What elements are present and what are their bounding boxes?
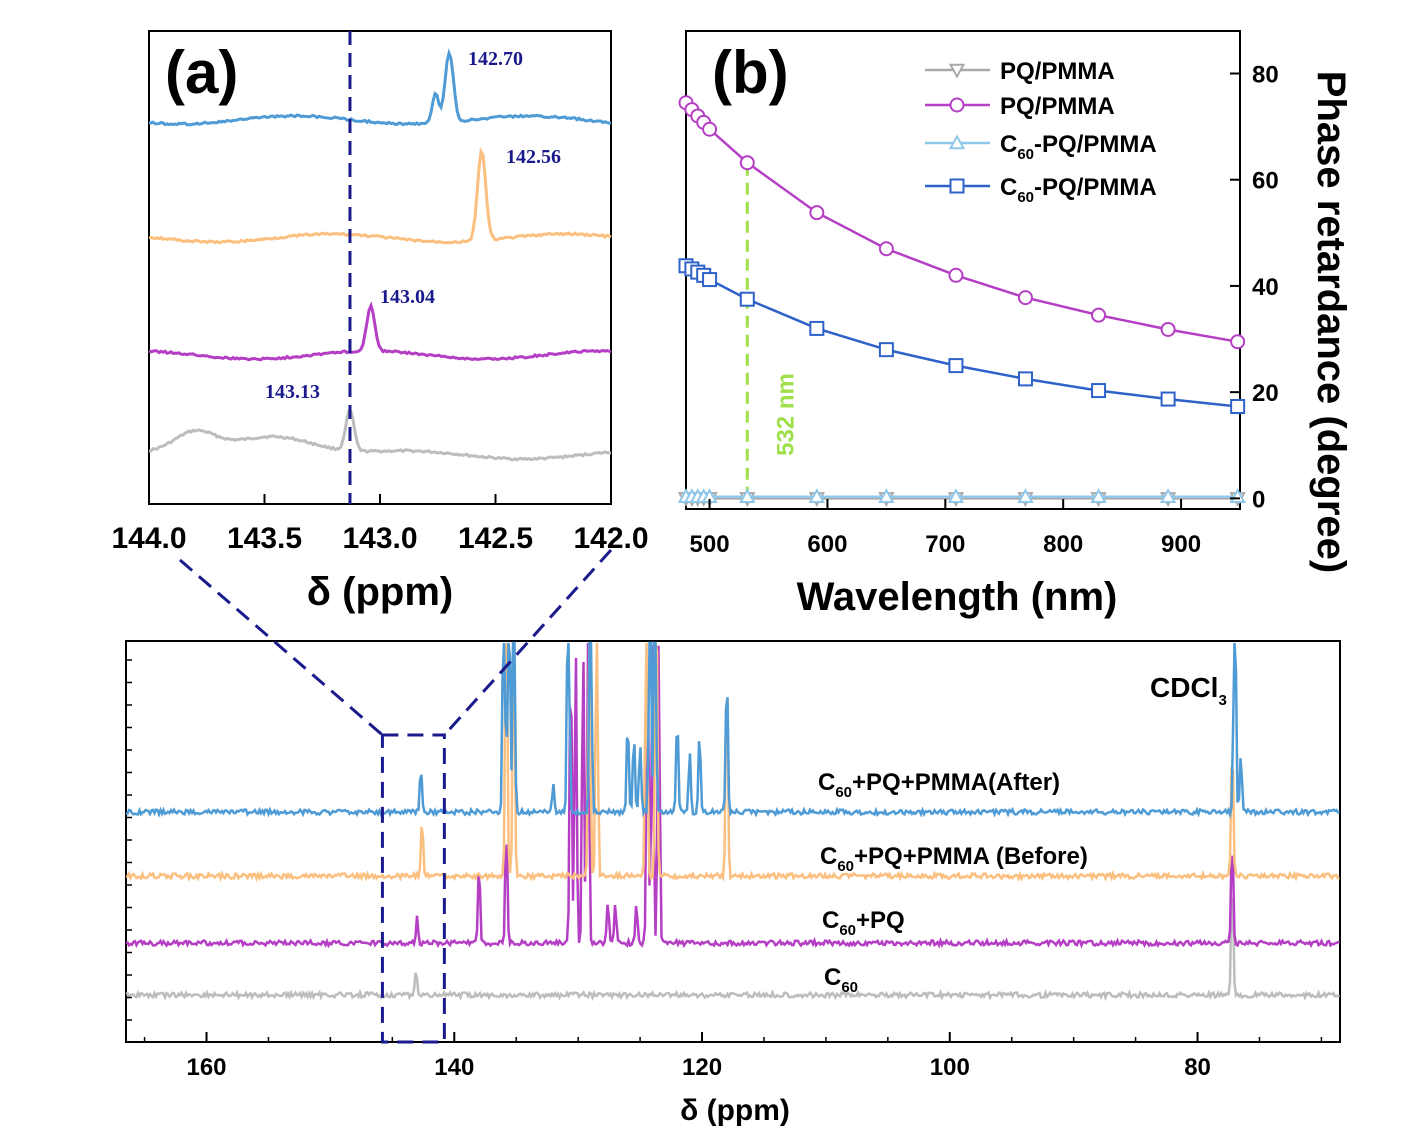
- legend-marker: [949, 178, 965, 194]
- panel-a-label: (a): [165, 39, 238, 106]
- peak-label: 142.56: [506, 146, 561, 168]
- main-xlabel: δ (ppm): [680, 1094, 790, 1127]
- tick-label: 143.5: [227, 522, 302, 555]
- trace-a-3: [148, 48, 612, 127]
- series-label: C60+PQ+PMMA (Before): [820, 843, 1088, 875]
- x-tick-label: 120: [682, 1054, 722, 1081]
- data-point: [809, 320, 825, 336]
- x-tick-label: 80: [1184, 1054, 1211, 1081]
- x-tick-label: 900: [1161, 531, 1201, 558]
- data-point: [878, 342, 894, 358]
- x-tick-label: 140: [434, 1054, 474, 1081]
- x-tick-label: 500: [690, 531, 730, 558]
- peak-label: 142.70: [468, 48, 523, 70]
- legend-marker: [948, 63, 966, 79]
- trace-main-2: [125, 642, 1340, 883]
- series-label: C60+PQ+PMMA(After): [818, 769, 1060, 801]
- data-point: [1090, 488, 1107, 503]
- data-point: [948, 358, 964, 374]
- data-point: [702, 272, 718, 288]
- y-tick-label: 80: [1252, 61, 1279, 88]
- legend-marker: [949, 97, 965, 113]
- legend-label: C60-PQ/PMMA: [1000, 174, 1157, 206]
- tick-label: 143.0: [342, 522, 417, 555]
- tick-label: 142.5: [458, 522, 533, 555]
- data-point: [739, 291, 755, 307]
- x-tick-label: 600: [807, 531, 847, 558]
- data-point: [702, 121, 718, 137]
- trace-main-0: [125, 897, 1341, 1002]
- annotation-label: 532 nm: [772, 373, 799, 456]
- trace-a-0: [148, 409, 611, 462]
- data-point: [1091, 307, 1107, 323]
- main-frame: [125, 640, 1341, 1043]
- panel-a-xlabel: δ (ppm): [307, 570, 453, 614]
- data-point: [878, 488, 895, 503]
- data-point: [1160, 321, 1176, 337]
- panel-main: 160 140 120 100 80 C60 C60+PQ C60+PQ+PMMA (Bef…: [125, 640, 1341, 1127]
- series-label: C60+PQ: [822, 907, 905, 939]
- panel-b-ylabel: Phase retardance (degree): [1309, 71, 1353, 573]
- series-label: C60: [824, 964, 858, 996]
- data-point: [1230, 334, 1246, 350]
- series-line-3: [685, 264, 1238, 408]
- y-tick-label: 40: [1252, 274, 1279, 301]
- tick-label: 142.0: [573, 522, 648, 555]
- y-tick-label: 0: [1252, 486, 1265, 513]
- data-point: [1160, 391, 1176, 407]
- panel-b-xlabel: Wavelength (nm): [797, 575, 1118, 619]
- legend-label: C60-PQ/PMMA: [1000, 131, 1157, 163]
- zoom-connector: [179, 548, 613, 1044]
- data-point: [1017, 371, 1033, 387]
- data-point: [1230, 398, 1246, 414]
- legend-label: PQ/PMMA: [1000, 58, 1115, 85]
- x-tick-label: 160: [186, 1054, 226, 1081]
- data-point: [739, 488, 756, 503]
- peak-label: 143.04: [380, 286, 435, 308]
- data-point: [878, 241, 894, 257]
- zoom-line-left: [179, 558, 384, 737]
- panel-b: 532 nm 500 600 700 800 900 0 20 40 60 80 (b) Wave…: [677, 30, 1353, 619]
- panel-b-label: (b): [712, 39, 789, 106]
- peak-label: 143.13: [265, 381, 320, 403]
- y-tick-label: 60: [1252, 168, 1279, 195]
- y-tick-label: 20: [1252, 380, 1279, 407]
- data-point: [1017, 290, 1033, 306]
- trace-a-1: [148, 301, 612, 362]
- data-point: [1091, 383, 1107, 399]
- legend-label: PQ/PMMA: [1000, 93, 1115, 120]
- x-tick-label: 800: [1043, 531, 1083, 558]
- data-point: [809, 205, 825, 221]
- trace-main-1: [125, 642, 1340, 949]
- data-point: [1159, 488, 1177, 503]
- solvent-label: CDCl3: [1150, 672, 1227, 709]
- data-point: [948, 267, 964, 283]
- trace-main-3: [125, 641, 1340, 820]
- panel-b-legend: PQ/PMMA PQ/PMMA C60-PQ/PMMA C60-PQ/PMMA: [925, 58, 1157, 206]
- x-tick-label: 700: [925, 531, 965, 558]
- zoom-box: [380, 733, 446, 1044]
- data-point: [808, 488, 826, 503]
- zoom-line-right: [443, 548, 613, 737]
- tick-label: 144.0: [111, 522, 186, 555]
- data-point: [947, 488, 965, 503]
- legend-marker: [948, 134, 966, 150]
- trace-a-2: [148, 146, 612, 245]
- panel-a: 143.13 143.04 142.56 142.70 144.0 143.5 143.0…: [111, 30, 649, 614]
- data-point: [1017, 488, 1034, 503]
- data-point: [739, 155, 755, 171]
- x-tick-label: 100: [930, 1054, 970, 1081]
